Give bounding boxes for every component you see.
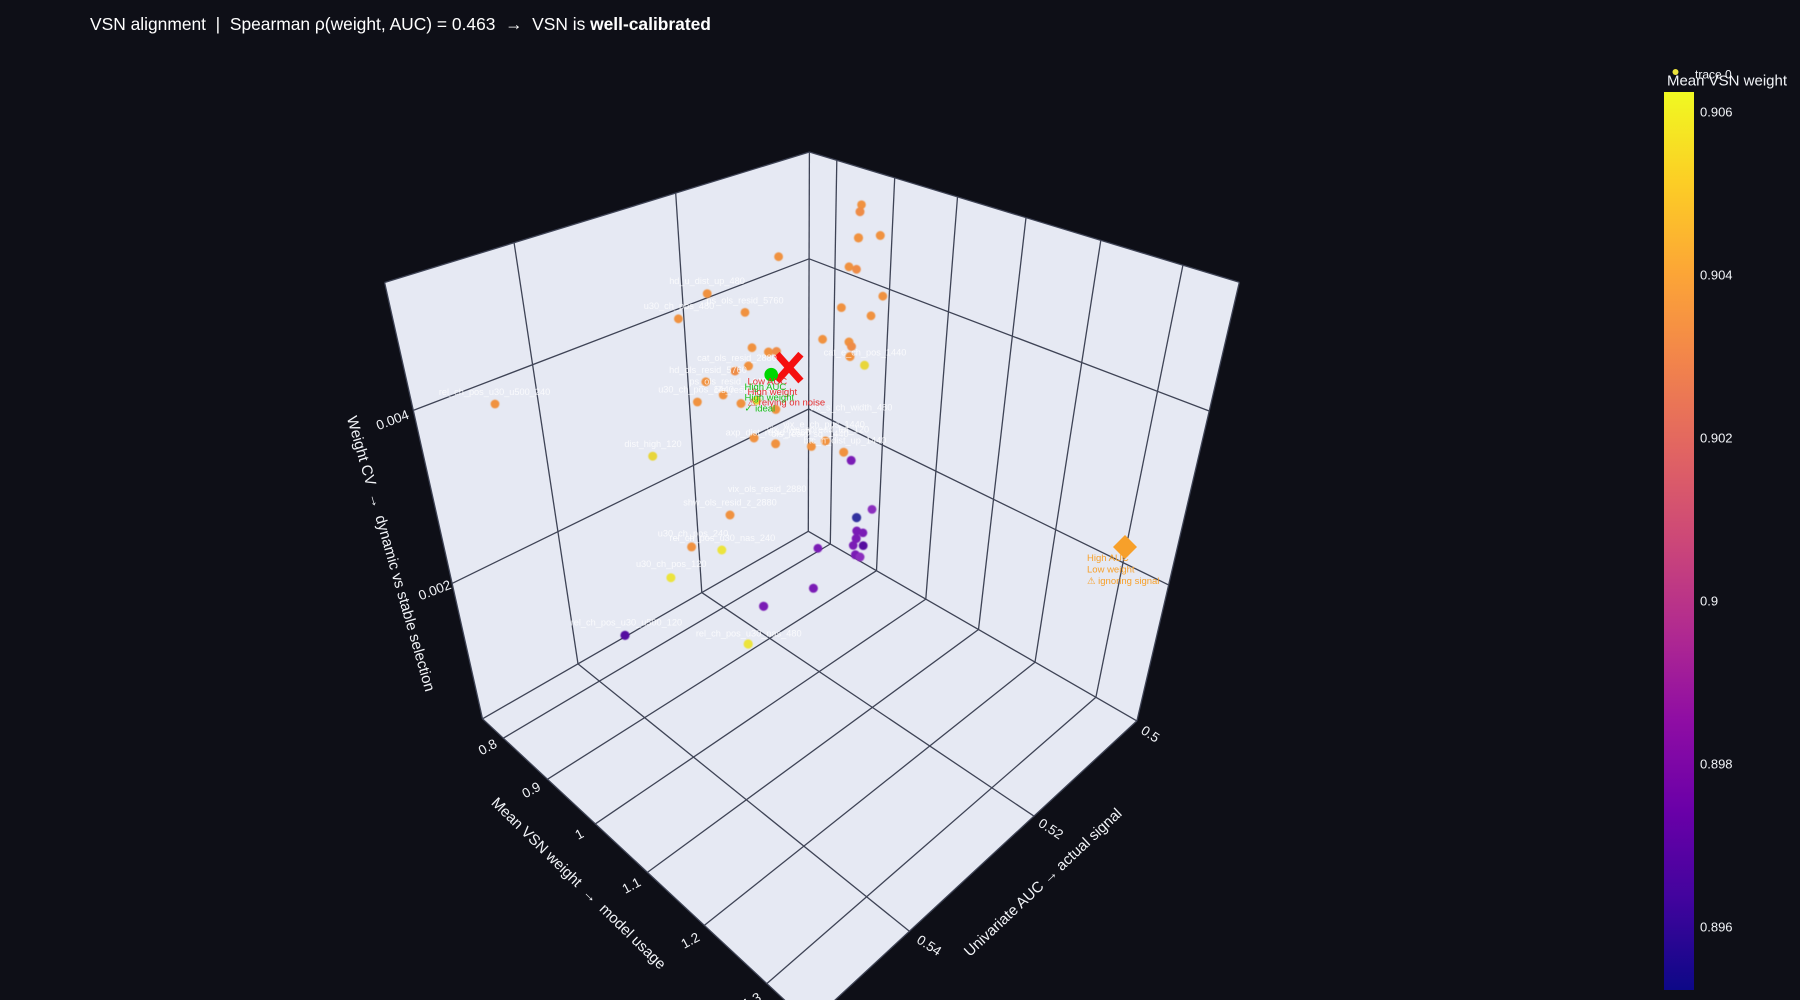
- svg-text:ols_resid_1440: ols_resid_1440: [714, 385, 776, 395]
- svg-text:Low weight: Low weight: [1087, 565, 1135, 576]
- svg-text:ps_ols_resid_5760: ps_ols_resid_5760: [706, 295, 783, 305]
- svg-text:vix_s_ch_width_480: vix_s_ch_width_480: [810, 403, 893, 413]
- svg-text:rel_ch_pos_u30_nas_480: rel_ch_pos_u30_nas_480: [696, 628, 802, 638]
- svg-text:trace 0: trace 0: [1695, 68, 1732, 82]
- svg-text:hd_u_dist_up_480: hd_u_dist_up_480: [669, 276, 745, 286]
- svg-text:0.896: 0.896: [1700, 920, 1733, 935]
- svg-text:0.902: 0.902: [1700, 431, 1733, 446]
- svg-text:High AUC: High AUC: [745, 382, 787, 393]
- svg-text:shw_ols_resid_z_2880: shw_ols_resid_z_2880: [683, 497, 776, 507]
- svg-text:u30_ch_pos_120: u30_ch_pos_120: [636, 559, 707, 569]
- svg-text:cat_e_ch_pos_1440: cat_e_ch_pos_1440: [824, 347, 907, 357]
- svg-text:⚠ ignoring signal: ⚠ ignoring signal: [1087, 576, 1159, 587]
- svg-text:cat_ols_resid_2880: cat_ols_resid_2880: [697, 353, 777, 363]
- svg-text:rel_ch_pos_u30_nas_240: rel_ch_pos_u30_nas_240: [670, 533, 776, 543]
- svg-text:hd_ols_resid_5760: hd_ols_resid_5760: [669, 365, 747, 375]
- svg-text:High weight: High weight: [745, 393, 795, 404]
- svg-text:u30_ch_pos_1440: u30_ch_pos_1440: [658, 384, 734, 394]
- svg-text:vix_e_ch_pos_1440: vix_e_ch_pos_1440: [783, 420, 865, 430]
- svg-text:0.906: 0.906: [1700, 105, 1733, 120]
- svg-text:⚠ relying on noise: ⚠ relying on noise: [748, 398, 826, 409]
- svg-text:vix_ols_resid_2880: vix_ols_resid_2880: [728, 484, 807, 494]
- svg-text:u30_ch_pos_240: u30_ch_pos_240: [658, 529, 729, 539]
- svg-text:High weight: High weight: [748, 387, 798, 398]
- svg-text:vix_dwn_spread_fut_120: vix_dwn_spread_fut_120: [767, 425, 869, 435]
- svg-text:1.3: 1.3: [740, 990, 764, 1000]
- svg-text:Mean VSN weight: Mean VSN weight: [1667, 73, 1788, 90]
- svg-text:dist_high_120: dist_high_120: [624, 439, 681, 449]
- svg-text:ols_resid_sq_1440: ols_resid_sq_1440: [771, 429, 848, 439]
- svg-text:0.898: 0.898: [1700, 757, 1733, 772]
- svg-text:Low AUC: Low AUC: [748, 377, 788, 388]
- svg-text:u30_ch_pos_480: u30_ch_pos_480: [644, 301, 715, 311]
- svg-text:VSN alignment | Spearman ρ(w: VSN alignment | Spearman ρ(weight, AUC) …: [90, 14, 711, 34]
- svg-text:0.9: 0.9: [1700, 594, 1718, 609]
- svg-text:High AUC: High AUC: [1087, 553, 1129, 564]
- svg-text:0.904: 0.904: [1700, 268, 1733, 283]
- svg-text:btc_h_dist_up_1440: btc_h_dist_up_1440: [804, 435, 887, 445]
- svg-text:axp_dist_resid_2880: axp_dist_resid_2880: [726, 428, 811, 438]
- svg-text:✓ ideal: ✓ ideal: [745, 404, 776, 415]
- svg-text:ps_ols_resid_1440: ps_ols_resid_1440: [689, 377, 766, 387]
- svg-text:rel_ch_pos_u30_u500_240: rel_ch_pos_u30_u500_240: [439, 387, 550, 397]
- svg-text:rel_ch_pos_u30_u500_120: rel_ch_pos_u30_u500_120: [571, 618, 682, 628]
